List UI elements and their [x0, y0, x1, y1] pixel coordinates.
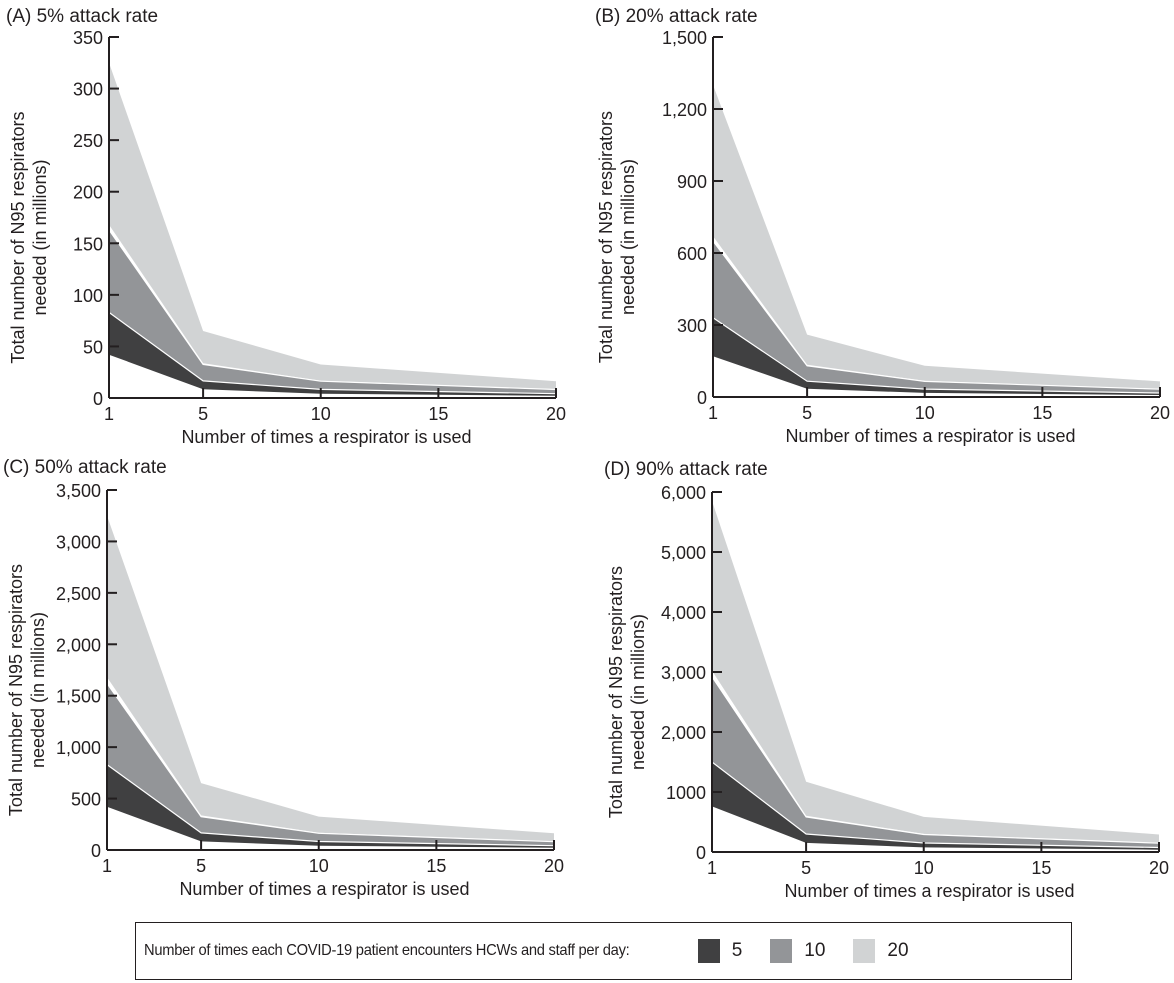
- y-tick-label: 3,500: [56, 481, 101, 501]
- y-tick-label: 2,000: [56, 635, 101, 655]
- y-tick-label: 1,200: [662, 100, 707, 120]
- x-axis-title: Number of times a respirator is used: [785, 426, 1075, 446]
- y-tick-label: 2,500: [56, 584, 101, 604]
- y-tick-label: 0: [696, 843, 706, 863]
- band-separator-10: [106, 683, 555, 843]
- legend-swatch-20: [853, 939, 876, 963]
- y-tick-label: 1000: [666, 783, 706, 803]
- y-axis-title-line1: Total number of N95 respirators: [596, 111, 616, 363]
- x-tick-label: 5: [801, 858, 811, 878]
- x-tick-label: 1: [707, 858, 717, 878]
- x-tick-label: 1: [708, 403, 718, 423]
- y-axis-title-line1: Total number of N95 respirators: [6, 564, 26, 816]
- band-separator-10: [108, 229, 557, 391]
- y-tick-label: 5,000: [661, 543, 706, 563]
- y-tick-label: 1,500: [662, 28, 707, 48]
- x-tick-label: 20: [544, 856, 564, 876]
- y-tick-label: 900: [677, 172, 707, 192]
- x-tick-label: 15: [426, 856, 446, 876]
- x-tick-label: 20: [1149, 858, 1169, 878]
- y-axis-title-line2: needed (in millions): [618, 159, 638, 315]
- y-tick-label: 2,000: [661, 723, 706, 743]
- x-tick-label: 20: [1150, 403, 1170, 423]
- x-axis-title: Number of times a respirator is used: [784, 881, 1074, 901]
- legend-title: Number of times each COVID-19 patient en…: [144, 942, 630, 959]
- x-tick-label: 10: [311, 404, 331, 424]
- band-separator-10: [712, 240, 1161, 390]
- x-tick-label: 1: [102, 856, 112, 876]
- y-tick-label: 300: [677, 316, 707, 336]
- x-tick-label: 15: [1031, 858, 1051, 878]
- legend-label-20: 20: [887, 940, 909, 961]
- y-tick-label: 350: [73, 28, 103, 48]
- x-tick-label: 10: [309, 856, 329, 876]
- y-tick-label: 100: [73, 286, 103, 306]
- y-axis-title-line2: needed (in millions): [28, 612, 48, 768]
- y-tick-label: 250: [73, 131, 103, 151]
- legend: Number of times each COVID-19 patient en…: [135, 922, 1072, 980]
- panel-title: (D) 90% attack rate: [604, 459, 768, 480]
- y-tick-label: 150: [73, 234, 103, 254]
- panel-title: (B) 20% attack rate: [595, 6, 758, 27]
- x-tick-label: 1: [104, 404, 114, 424]
- y-tick-label: 50: [83, 337, 103, 357]
- legend-item-10: 10: [770, 939, 825, 963]
- x-tick-label: 5: [196, 856, 206, 876]
- legend-label-5: 5: [731, 940, 743, 961]
- band-separator-10: [711, 676, 1160, 844]
- x-tick-label: 10: [914, 858, 934, 878]
- y-axis-title-line1: Total number of N95 respirators: [8, 111, 28, 363]
- y-tick-label: 6,000: [661, 483, 706, 503]
- legend-swatch-5: [697, 939, 720, 963]
- y-tick-label: 1,500: [56, 687, 101, 707]
- x-tick-label: 5: [802, 403, 812, 423]
- y-axis-title-line1: Total number of N95 respirators: [606, 566, 626, 818]
- y-axis-title-line2: needed (in millions): [30, 159, 50, 315]
- x-tick-label: 10: [915, 403, 935, 423]
- y-tick-label: 500: [71, 790, 101, 810]
- y-tick-label: 4,000: [661, 603, 706, 623]
- x-axis-title: Number of times a respirator is used: [181, 427, 471, 447]
- legend-swatch-10: [770, 939, 793, 963]
- y-tick-label: 3,000: [56, 532, 101, 552]
- legend-item-5: 5: [697, 939, 743, 963]
- y-tick-label: 0: [93, 389, 103, 409]
- y-tick-label: 200: [73, 183, 103, 203]
- y-tick-label: 300: [73, 80, 103, 100]
- x-tick-label: 15: [1032, 403, 1052, 423]
- y-tick-label: 0: [91, 841, 101, 861]
- x-tick-label: 5: [198, 404, 208, 424]
- x-tick-label: 20: [546, 404, 566, 424]
- panel-title: (A) 5% attack rate: [6, 6, 158, 27]
- x-tick-label: 15: [428, 404, 448, 424]
- y-tick-label: 600: [677, 244, 707, 264]
- legend-item-20: 20: [853, 939, 909, 963]
- y-tick-label: 3,000: [661, 663, 706, 683]
- legend-label-10: 10: [804, 940, 826, 961]
- x-axis-title: Number of times a respirator is used: [179, 879, 469, 899]
- y-tick-label: 0: [697, 388, 707, 408]
- y-axis-title-line2: needed (in millions): [628, 614, 648, 770]
- panel-title: (C) 50% attack rate: [3, 457, 167, 478]
- y-tick-label: 1,000: [56, 738, 101, 758]
